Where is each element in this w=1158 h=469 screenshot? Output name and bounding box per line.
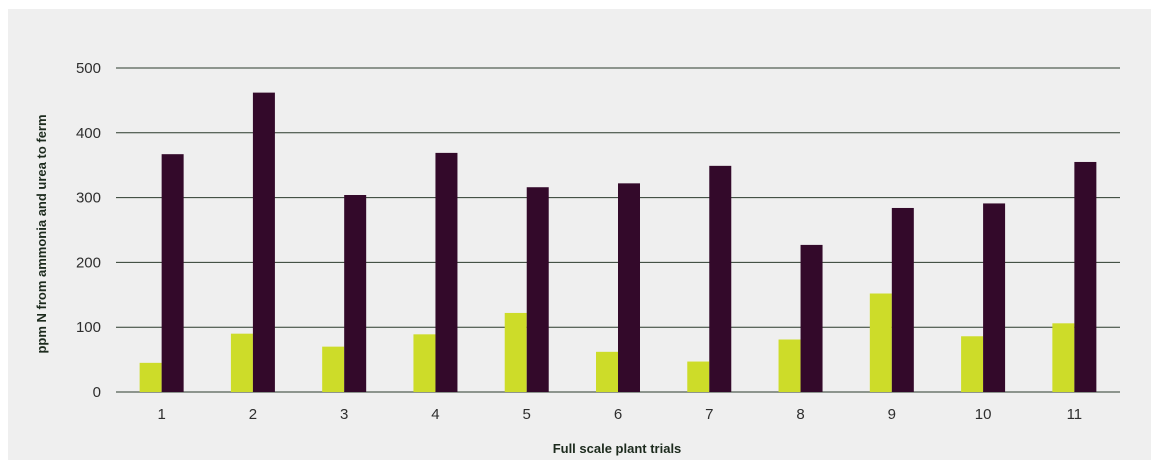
x-tick-label: 10 bbox=[975, 406, 992, 423]
bars bbox=[139, 92, 1097, 393]
bar-series2-trial-8 bbox=[800, 244, 823, 392]
bar-series2-trial-7 bbox=[709, 165, 732, 392]
bar-series2-trial-3 bbox=[344, 195, 367, 392]
x-tick-label: 1 bbox=[157, 406, 165, 423]
y-axis-title: ppm N from ammonia and urea to ferm bbox=[34, 114, 49, 353]
bar-series2-trial-1 bbox=[161, 154, 184, 392]
chart-panel bbox=[8, 9, 1151, 460]
x-tick-label: 5 bbox=[523, 406, 531, 423]
x-tick-label: 2 bbox=[249, 406, 257, 423]
bar-series2-trial-4 bbox=[435, 152, 458, 392]
y-tick-labels: 0 100 200 300 400 500 bbox=[76, 60, 101, 401]
bar-series1-trial-5 bbox=[504, 312, 527, 392]
y-tick-label: 500 bbox=[76, 60, 101, 77]
x-axis-title: Full scale plant trials bbox=[553, 441, 682, 456]
x-tick-label: 4 bbox=[431, 406, 439, 423]
y-tick-label: 300 bbox=[76, 190, 101, 207]
bar-series1-trial-9 bbox=[869, 293, 892, 392]
x-tick-label: 7 bbox=[705, 406, 713, 423]
bar-series1-trial-8 bbox=[778, 339, 801, 392]
bar-series1-trial-4 bbox=[413, 334, 436, 392]
bar-series1-trial-1 bbox=[139, 362, 162, 392]
x-tick-label: 3 bbox=[340, 406, 348, 423]
bar-series2-trial-10 bbox=[983, 203, 1006, 392]
bar-series2-trial-6 bbox=[618, 183, 640, 392]
y-tick-label: 200 bbox=[76, 254, 101, 271]
y-tick-label: 400 bbox=[76, 125, 101, 142]
x-tick-label: 6 bbox=[614, 406, 622, 423]
bar-series1-trial-11 bbox=[1052, 323, 1075, 392]
bar-series2-trial-9 bbox=[891, 207, 914, 392]
bar-series2-trial-11 bbox=[1074, 161, 1097, 392]
bar-series2-trial-2 bbox=[252, 92, 275, 393]
bar-series1-trial-3 bbox=[322, 346, 345, 392]
x-tick-label: 9 bbox=[888, 406, 896, 423]
bar-series2-trial-5 bbox=[526, 187, 549, 392]
x-tick-label: 8 bbox=[796, 406, 804, 423]
y-tick-label: 100 bbox=[76, 319, 101, 336]
bar-series1-trial-2 bbox=[230, 333, 253, 392]
x-tick-labels: 1 2 3 4 5 6 7 8 9 10 11 bbox=[157, 406, 1082, 423]
x-tick-label: 11 bbox=[1067, 406, 1083, 423]
y-tick-label: 0 bbox=[93, 384, 101, 401]
bar-series1-trial-7 bbox=[687, 361, 710, 392]
bar-series1-trial-6 bbox=[596, 351, 618, 392]
bar-series1-trial-10 bbox=[961, 336, 984, 392]
